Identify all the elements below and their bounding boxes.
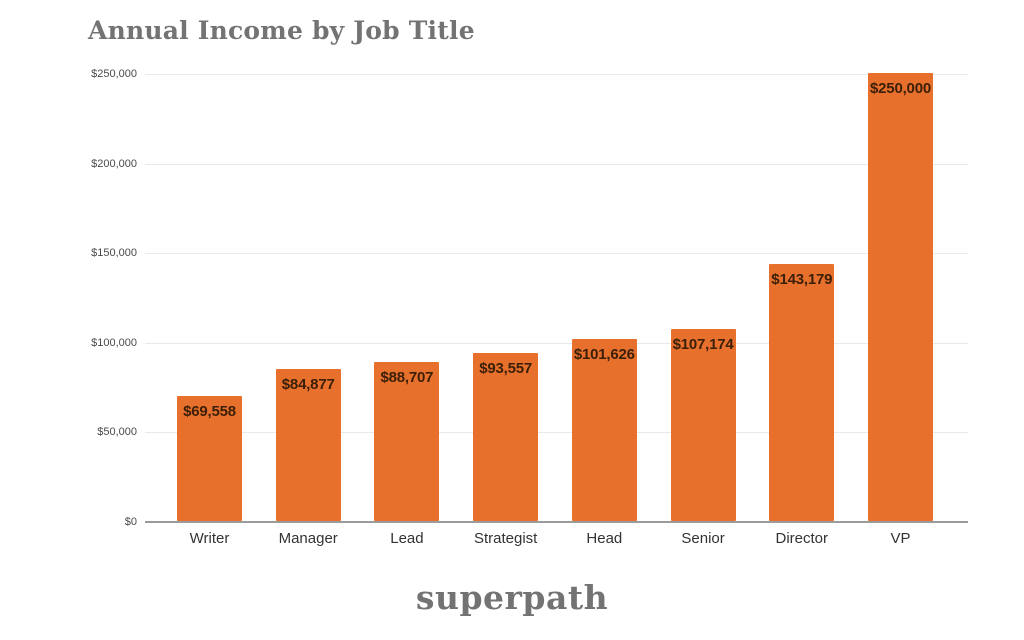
x-tick-label-head: Head (586, 530, 623, 547)
x-tick-label-manager: Manager (278, 530, 338, 547)
plot-area: $0 $50,000 $100,000 $150,000 $200,000 $250,00… (91, 68, 968, 547)
gridline (145, 253, 968, 255)
x-tick-label-senior: Senior (681, 530, 725, 547)
x-tick-label-director: Director (775, 530, 829, 547)
x-tick-label-lead: Lead (390, 530, 424, 547)
bar-value-label: $69,558 (183, 403, 236, 421)
bar-senior: $107,174 (670, 328, 736, 521)
bar-value-label: $143,179 (771, 271, 833, 289)
bar-value-label: $101,626 (573, 345, 635, 363)
bar-value-label: $107,174 (672, 335, 734, 353)
bar-vp: $250,000 (868, 73, 933, 521)
y-tick-label: $150,000 (91, 247, 137, 260)
bar-value-label: $88,707 (380, 369, 434, 387)
bar-value-label: $93,557 (479, 360, 533, 378)
x-axis-line (145, 521, 968, 523)
gridline (145, 163, 968, 165)
superpath-logo: superpath (415, 578, 609, 617)
y-tick-label: $200,000 (91, 157, 137, 170)
y-tick-label: $50,000 (97, 426, 137, 439)
bar-head: $101,626 (571, 338, 637, 521)
bar-value-label: $250,000 (870, 80, 931, 97)
x-tick-label-strategist: Strategist (473, 530, 538, 547)
chart-title: Annual Income by Job Title (88, 16, 475, 45)
bar-value-label: $84,877 (281, 375, 335, 393)
bar-writer: $69,558 (177, 396, 242, 521)
x-tick-label-writer: Writer (189, 530, 230, 547)
bar-strategist: $93,557 (473, 353, 539, 521)
gridline (145, 432, 968, 434)
y-tick-label: $100,000 (91, 336, 137, 349)
bar-director: $143,179 (769, 264, 835, 521)
y-tick-label: $250,000 (91, 68, 137, 80)
gridline (145, 74, 968, 75)
bar-manager: $84,877 (275, 368, 341, 521)
x-tick-label-vp: VP (890, 530, 911, 547)
y-tick-label: $0 (124, 516, 137, 528)
bar-lead: $88,707 (374, 362, 440, 521)
gridline (145, 342, 968, 344)
